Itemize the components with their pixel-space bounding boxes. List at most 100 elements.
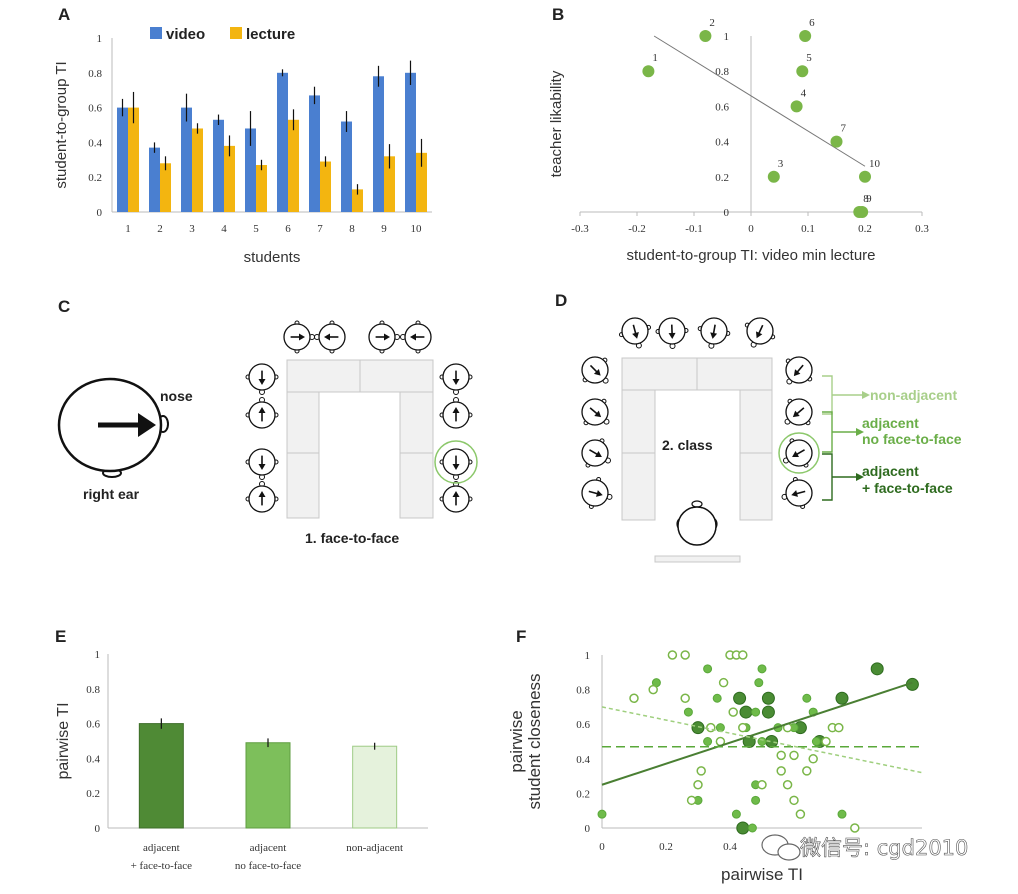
- arrow-head: [258, 491, 266, 497]
- y-tick-label: 0.4: [86, 753, 100, 765]
- bar-video: [213, 119, 224, 212]
- data-point-non-adjacent: [680, 693, 690, 703]
- panel-label-d: D: [555, 291, 567, 310]
- panel-c-face-to-face-diagram: nose right ear 1. face-to-face: [57, 320, 478, 546]
- bar-video: [149, 147, 160, 212]
- arrow-head: [258, 464, 266, 470]
- bar-video: [277, 72, 288, 212]
- bar-lecture: [384, 156, 395, 212]
- legend-swatch-video: [150, 27, 162, 39]
- point-label: 8: [863, 193, 869, 205]
- arrow-head: [452, 407, 460, 413]
- head-arrow-icon: [368, 320, 400, 354]
- y-tick-label: 0.8: [86, 684, 100, 696]
- point-label: 10: [869, 158, 881, 170]
- point-label: 3: [778, 158, 784, 170]
- y-tick-label: 0.8: [576, 685, 590, 697]
- trendline-adjacent-face: [601, 681, 913, 786]
- data-point: [642, 65, 655, 78]
- y-axis-label: student closeness: [525, 673, 544, 809]
- bar-video: [373, 76, 384, 212]
- data-point-non-adjacent: [789, 795, 799, 806]
- data-point: [799, 30, 812, 42]
- arrow-head: [710, 332, 718, 339]
- point-label: 4: [801, 87, 807, 99]
- highlight-circle: [778, 432, 820, 474]
- arrow-head: [594, 450, 602, 458]
- chart-f-closeness-scatter: 0 0.2 0.4 0.6 0.8 1 0 0.2 0.4 pairwise TI pairwise…: [507, 650, 923, 884]
- data-point: [796, 65, 809, 78]
- bar-video: [309, 95, 320, 212]
- head-arrow-icon: [245, 397, 279, 429]
- data-point-non-adjacent: [782, 780, 793, 790]
- arrow-head: [324, 333, 330, 341]
- head-arrow-icon: [784, 398, 813, 426]
- head-arrow-icon: [581, 398, 610, 426]
- bar-lecture: [416, 152, 427, 212]
- x-tick-label: 0.2: [858, 223, 872, 235]
- head-arrow-icon: [781, 476, 813, 510]
- data-point-non-adjacent: [667, 650, 678, 660]
- data-point: [859, 170, 871, 183]
- right-ear-label: right ear: [83, 486, 140, 502]
- data-point: [699, 30, 712, 42]
- arrow-head: [258, 407, 266, 413]
- bar-video: [341, 121, 352, 212]
- y-axis-label: pairwise TI: [55, 702, 72, 779]
- x-tick-label: 0: [599, 841, 605, 853]
- bar-video: [117, 107, 128, 212]
- data-point-non-adjacent: [795, 809, 806, 819]
- head-arrow-icon: [245, 481, 279, 513]
- bar-lecture: [256, 165, 267, 212]
- x-tick-label: 0.3: [915, 223, 929, 235]
- data-point-non-adjacent: [738, 650, 748, 660]
- head-arrow-icon: [400, 320, 432, 354]
- heads-face-to-face: [245, 320, 473, 513]
- data-point-non-adjacent: [776, 766, 786, 776]
- data-point-non-adjacent: [693, 780, 703, 790]
- table-layout-face-to-face: [286, 359, 434, 519]
- x-tick-label: 0.2: [659, 841, 673, 853]
- data-point-non-adjacent: [696, 766, 706, 776]
- head-arrow-icon: [785, 356, 813, 385]
- data-point-non-adjacent: [834, 722, 844, 733]
- x-tick-label: 0.1: [801, 223, 815, 235]
- category-label: adjacent: [250, 842, 287, 854]
- chart-a-student-to-group-ti: 0 0.2 0.4 0.6 0.8 1 1 2 3 4 5 6 7 8 9 10 students student…: [53, 26, 432, 266]
- y-tick-label: 0.2: [715, 172, 729, 184]
- y-axis-label: pairwise: [507, 710, 526, 772]
- category-label: no face-to-face: [235, 860, 301, 872]
- x-axis-label: student-to-group TI: video min lecture: [626, 247, 875, 264]
- arrow-head: [791, 490, 798, 497]
- bar-video: [405, 72, 416, 212]
- bar-lecture: [160, 163, 171, 212]
- point-label: 5: [806, 52, 812, 64]
- arrow-head: [596, 490, 603, 497]
- arrow-head: [452, 464, 460, 470]
- y-tick-label: 1: [585, 650, 591, 662]
- head-arrow-icon: [245, 448, 279, 480]
- y-tick-label: 0.8: [88, 68, 102, 80]
- y-tick-label: 0.6: [88, 103, 102, 115]
- panel-label-e: E: [55, 627, 66, 646]
- bar-lecture: [352, 189, 363, 212]
- y-tick-label: 0: [95, 823, 101, 835]
- data-point-adjacent-face: [870, 662, 884, 676]
- head-arrow-icon: [439, 397, 473, 429]
- point-label: 2: [709, 17, 715, 29]
- bar-lecture: [224, 145, 235, 212]
- head-arrow-icon: [783, 438, 813, 468]
- data-point-non-adjacent: [648, 684, 658, 695]
- arrow-head: [632, 332, 639, 339]
- data-point-adjacent-no: [703, 737, 713, 746]
- head-arrow-icon: [581, 356, 609, 384]
- data-point-non-adjacent: [718, 677, 729, 688]
- wechat-icon: [761, 834, 801, 861]
- y-tick-label: 0.2: [86, 788, 100, 800]
- head-arrow-icon: [439, 481, 473, 513]
- heads-class: [581, 317, 813, 510]
- data-point-adjacent-no: [712, 693, 722, 703]
- arrow-head: [299, 333, 305, 341]
- data-point-non-adjacent: [789, 750, 799, 761]
- data-point-non-adjacent: [757, 780, 767, 790]
